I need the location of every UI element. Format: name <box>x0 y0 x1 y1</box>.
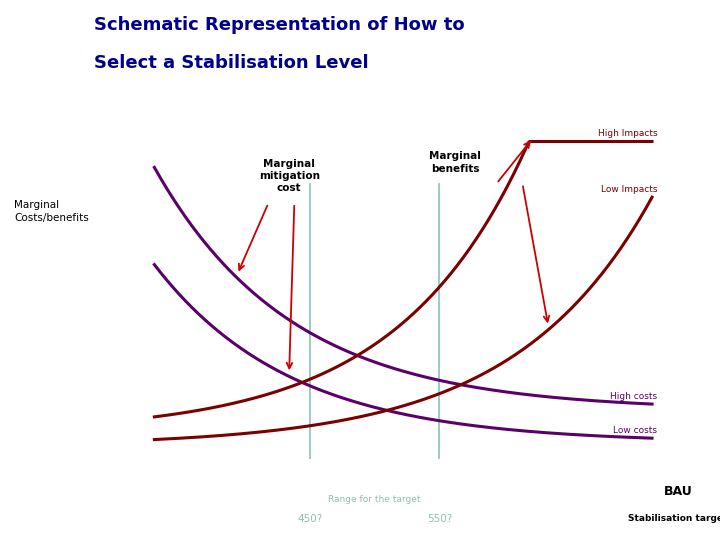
Text: High costs: High costs <box>610 392 657 401</box>
Text: Low costs: Low costs <box>613 426 657 435</box>
Text: BAU: BAU <box>664 485 693 498</box>
Text: Range for the target: Range for the target <box>328 495 421 504</box>
Text: Schematic Representation of How to: Schematic Representation of How to <box>94 16 464 34</box>
Text: Low Impacts: Low Impacts <box>600 185 657 194</box>
Text: 550?: 550? <box>427 514 452 524</box>
Text: Marginal
benefits: Marginal benefits <box>429 152 481 174</box>
Text: Select a Stabilisation Level: Select a Stabilisation Level <box>94 54 368 72</box>
Text: Stabilisation target: Stabilisation target <box>629 514 720 523</box>
Text: 450?: 450? <box>297 514 323 524</box>
Text: Marginal
Costs/benefits: Marginal Costs/benefits <box>14 200 89 223</box>
Text: Marginal
mitigation
cost: Marginal mitigation cost <box>258 159 320 193</box>
Text: High Impacts: High Impacts <box>598 129 657 138</box>
